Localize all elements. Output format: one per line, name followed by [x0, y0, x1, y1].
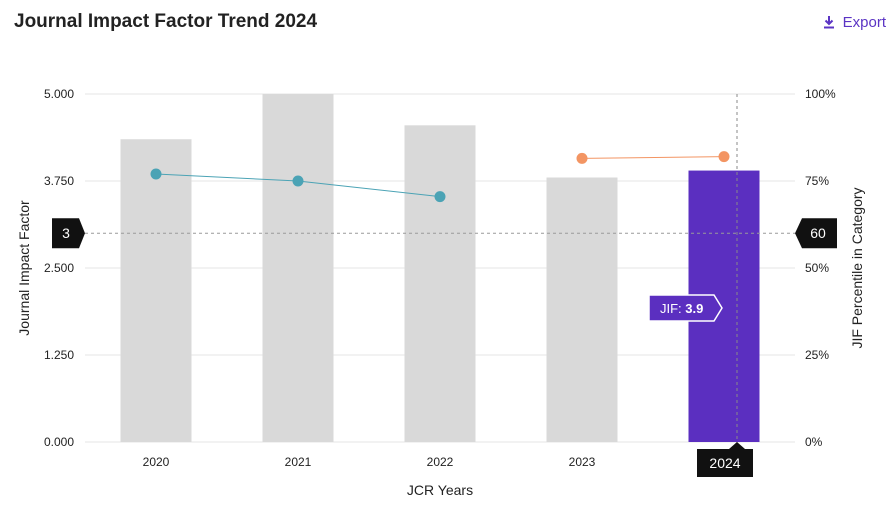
y2-tick-label: 50% [805, 261, 829, 275]
left-reference-label: 3 [62, 225, 70, 241]
y-tick-label: 3.750 [44, 174, 74, 188]
percentile-point[interactable] [576, 152, 588, 164]
right-reference-label: 60 [810, 225, 826, 241]
y-tick-label: 0.000 [44, 435, 74, 449]
percentile-point[interactable] [434, 191, 446, 203]
y2-axis-title: JIF Percentile in Category [849, 187, 865, 348]
left-reference-badge: 3 [52, 218, 85, 249]
export-label: Export [842, 14, 886, 31]
bar-2021[interactable] [262, 94, 334, 442]
x-tick-label: 2021 [285, 455, 312, 469]
tooltip-text: JIF: 3.9 [660, 301, 703, 316]
page-title: Journal Impact Factor Trend 2024 [14, 11, 318, 32]
percentile-point[interactable] [718, 151, 730, 163]
percentile-point[interactable] [150, 168, 162, 180]
y-axis-title: Journal Impact Factor [16, 200, 32, 336]
x-tick-label: 2022 [427, 455, 454, 469]
y-tick-label: 2.500 [44, 261, 74, 275]
export-button[interactable]: Export [823, 14, 886, 31]
x-tick-label: 2020 [143, 455, 170, 469]
y2-tick-label: 100% [805, 87, 836, 101]
y2-tick-label: 75% [805, 174, 829, 188]
y2-tick-label: 25% [805, 348, 829, 362]
x-tick-label: 2023 [569, 455, 596, 469]
y-tick-label: 1.250 [44, 348, 74, 362]
x-axis-title: JCR Years [407, 482, 473, 498]
percentile-line [581, 156, 725, 159]
bar-2022[interactable] [404, 125, 476, 442]
download-icon [823, 16, 834, 29]
percentile-point[interactable] [292, 175, 304, 187]
bar-2023[interactable] [546, 177, 618, 442]
bar-2020[interactable] [120, 139, 192, 443]
y2-tick-label: 0% [805, 435, 823, 449]
highlight-x-badge: 2024 [697, 442, 753, 477]
y-tick-label: 5.000 [44, 87, 74, 101]
jif-tooltip: JIF: 3.9 [648, 294, 723, 322]
highlight-x-label: 2024 [709, 455, 740, 471]
right-reference-badge: 60 [795, 218, 837, 249]
